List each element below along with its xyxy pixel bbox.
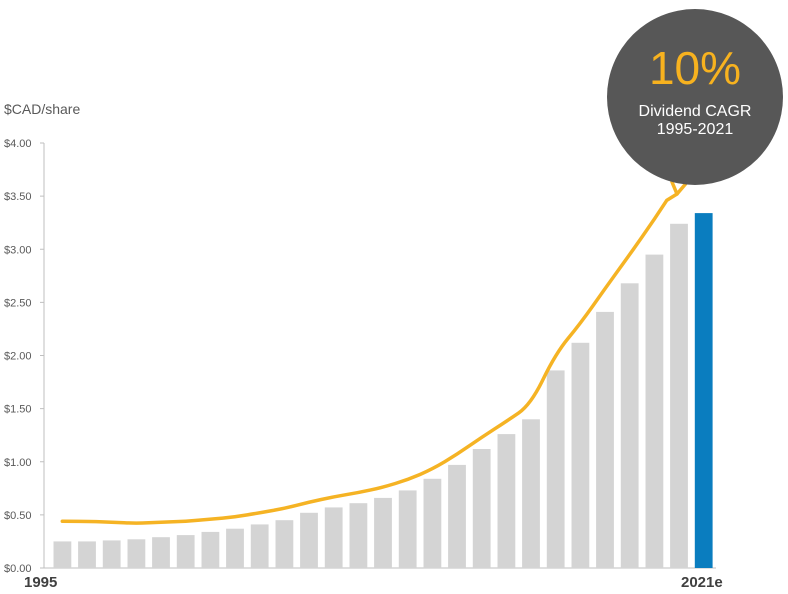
trend-arrow-head: [670, 180, 688, 196]
bar: [670, 223, 688, 569]
x-axis-end-label: 2021e: [681, 574, 723, 591]
bar: [53, 541, 72, 568]
bar: [250, 524, 269, 568]
bar: [127, 539, 146, 568]
bar: [275, 520, 294, 568]
cagr-value: 10%: [648, 42, 742, 94]
y-tick-label: $2.00: [4, 351, 32, 363]
cagr-caption: Dividend CAGR: [638, 103, 752, 120]
y-tick-label: $1.00: [4, 457, 32, 469]
y-tick-label: $0.50: [4, 510, 32, 522]
bar: [497, 434, 516, 568]
y-tick-label: $0.00: [4, 563, 32, 575]
cagr-bubble: 10% Dividend CAGR 1995-2021: [607, 9, 783, 185]
bar: [300, 512, 318, 569]
bar: [152, 537, 170, 568]
bar: [596, 311, 614, 568]
bar: [176, 535, 195, 568]
bar-highlighted: [694, 213, 713, 568]
bar: [423, 478, 442, 569]
bar: [201, 531, 220, 568]
bar: [620, 283, 639, 569]
y-axis-unit-label: $CAD/share: [4, 101, 81, 117]
bar: [349, 503, 368, 568]
bar: [324, 507, 343, 568]
x-axis-start-label: 1995: [24, 574, 58, 591]
bar: [398, 490, 417, 568]
bar: [374, 497, 392, 568]
trend-arrow-line: [60, 192, 679, 525]
bar: [522, 419, 540, 569]
bar: [102, 540, 121, 568]
bar: [226, 528, 244, 568]
bar: [645, 254, 664, 568]
bar: [571, 342, 590, 569]
y-tick-label: $2.50: [4, 297, 32, 309]
y-tick-label: $4.00: [4, 138, 32, 150]
y-tick-label: $1.50: [4, 404, 32, 416]
bar: [546, 370, 565, 568]
y-tick-label: $3.00: [4, 244, 32, 256]
bar: [448, 464, 466, 568]
cagr-period: 1995-2021: [656, 121, 734, 138]
y-tick-label: $3.50: [4, 191, 32, 203]
bar: [78, 541, 96, 568]
bar: [472, 449, 491, 568]
